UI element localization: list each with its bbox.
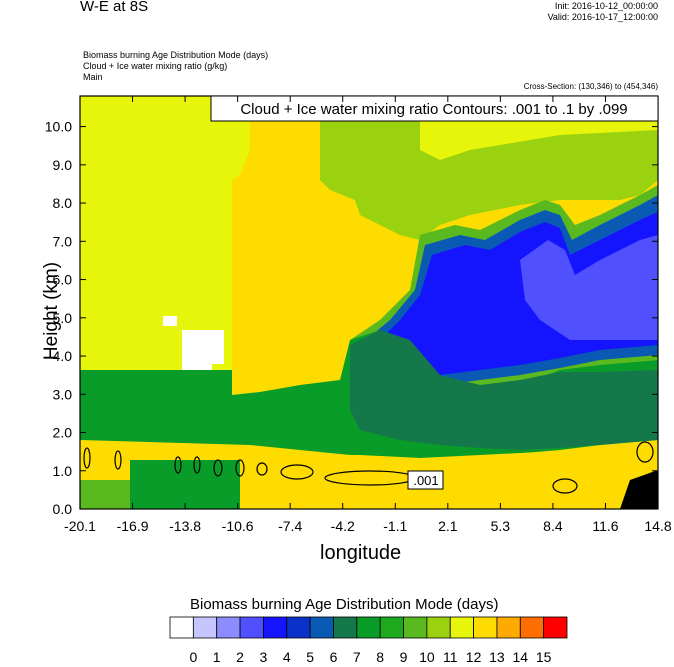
colorbar-label: 5: [306, 649, 314, 665]
x-tick-label: 14.8: [644, 518, 671, 534]
x-tick-label: -16.9: [117, 518, 149, 534]
colorbar-label: 9: [400, 649, 408, 665]
y-axis-label: Height (km): [41, 261, 62, 361]
colorbar-swatch: [169, 616, 194, 639]
region-surface-west-green: [130, 460, 240, 509]
colorbar-swatch: [356, 616, 381, 639]
colorbar-label: 11: [443, 649, 458, 665]
x-tick-label: -7.4: [278, 518, 302, 534]
colorbar-swatch: [333, 616, 358, 639]
contour-info: Cloud + Ice water mixing ratio Contours:…: [240, 101, 627, 118]
x-axis-label: longitude: [320, 542, 402, 564]
colorbar-label: 10: [419, 649, 435, 665]
colorbar-label: 8: [376, 649, 384, 665]
colorbar-swatch: [543, 616, 568, 639]
y-tick-label: 3.0: [53, 386, 73, 402]
colorbar-swatch: [239, 616, 264, 639]
contour-label-box: [407, 470, 444, 490]
y-tick-label: 5.0: [53, 310, 73, 326]
colorbar-swatch: [263, 616, 288, 639]
colorbar-swatch: [496, 616, 521, 639]
x-tick-label: 11.6: [592, 518, 618, 534]
colorbar-label: 14: [513, 649, 529, 665]
colorbar-swatch: [379, 616, 404, 639]
contour-6: [235, 459, 245, 477]
region-surface-west: [80, 480, 130, 509]
description-line-1: Biomass burning Age Distribution Mode (d…: [83, 50, 269, 60]
contour-lines: [83, 441, 654, 494]
colorbar-label: 1: [213, 649, 221, 665]
y-tick-label: 9.0: [53, 157, 73, 173]
colorbar-swatch: [519, 616, 545, 639]
colorbar-swatch: [426, 616, 451, 639]
cross-section-label: Cross-Section: (130,346) to (454,346): [523, 82, 658, 91]
contour-11: [636, 441, 654, 463]
x-tick-label: 8.4: [543, 518, 563, 534]
region-upper-west: [80, 96, 250, 370]
contour-3: [174, 456, 182, 474]
y-tick-label: 6.0: [53, 272, 73, 288]
colorbar-swatch: [309, 616, 334, 639]
y-tick-label: 0.0: [53, 501, 73, 517]
contour-5: [213, 459, 223, 477]
contour-7: [256, 462, 268, 476]
init-time: Init: 2016-10-12_00:00:00: [554, 1, 658, 11]
y-tick-label: 2.0: [53, 425, 73, 441]
description-line-2: Cloud + Ice water mixing ratio (g/kg): [83, 61, 228, 71]
contour-8: [280, 464, 314, 480]
x-tick-label: 5.3: [491, 518, 511, 534]
region-boundary-layer-east: [350, 330, 658, 450]
region-white-3: [163, 316, 177, 326]
x-tick-label: -20.1: [64, 518, 96, 534]
axes: -20.1 -16.9 -13.8 -10.6 -7.4 -4.2 -1.1 2.1 5.3 8.…: [45, 96, 672, 534]
colorbar-swatch: [286, 616, 311, 639]
colorbar-label: 4: [283, 649, 291, 665]
y-tick-label: 8.0: [53, 195, 73, 211]
colorbar-label: 3: [260, 649, 268, 665]
contour-info-box: [210, 95, 659, 122]
colorbar-label: 7: [353, 649, 361, 665]
region-mid-east-light: [520, 235, 658, 340]
colorbar-label: 13: [489, 649, 505, 665]
x-tick-label: -10.6: [222, 518, 254, 534]
contour-10: [552, 478, 578, 494]
colorbar-swatch: [449, 616, 474, 639]
contour-label: .001: [413, 473, 438, 488]
x-tick-label: 2.1: [438, 518, 458, 534]
y-tick-label: 1.0: [53, 463, 73, 479]
colorbar-swatch: [473, 616, 498, 639]
heatmap-fill: [80, 96, 658, 509]
contour-1: [83, 447, 91, 469]
contour-2: [114, 450, 122, 470]
contour-4: [193, 456, 201, 474]
colorbar-title: Biomass burning Age Distribution Mode (d…: [190, 596, 499, 613]
y-tick-label: 10.0: [45, 119, 72, 135]
colorbar-label: 6: [330, 649, 338, 665]
colorbar-label: 0: [189, 649, 197, 665]
x-tick-label: -13.8: [169, 518, 201, 534]
colorbar-label: 2: [236, 649, 244, 665]
colorbar-swatch: [192, 616, 218, 639]
x-tick-label: -4.2: [331, 518, 355, 534]
x-tick-label: -1.1: [383, 518, 407, 534]
colorbar-label: 15: [536, 649, 552, 665]
colorbar-swatch: [403, 616, 428, 639]
description-line-3: Main: [83, 72, 103, 82]
colorbar: 0 1 2 3 4 5 6 7 8 9 10 11 12 13 14 15: [169, 616, 568, 665]
chart-title: W-E at 8S: [80, 0, 149, 15]
region-white-2: [212, 330, 224, 364]
region-terrain: [620, 470, 658, 509]
colorbar-swatch: [216, 616, 241, 639]
colorbar-label: 12: [466, 649, 482, 665]
y-tick-label: 7.0: [53, 233, 73, 249]
valid-time: Valid: 2016-10-17_12:00:00: [547, 12, 658, 22]
region-surface-central: [240, 445, 658, 509]
y-tick-label: 4.0: [53, 348, 73, 364]
